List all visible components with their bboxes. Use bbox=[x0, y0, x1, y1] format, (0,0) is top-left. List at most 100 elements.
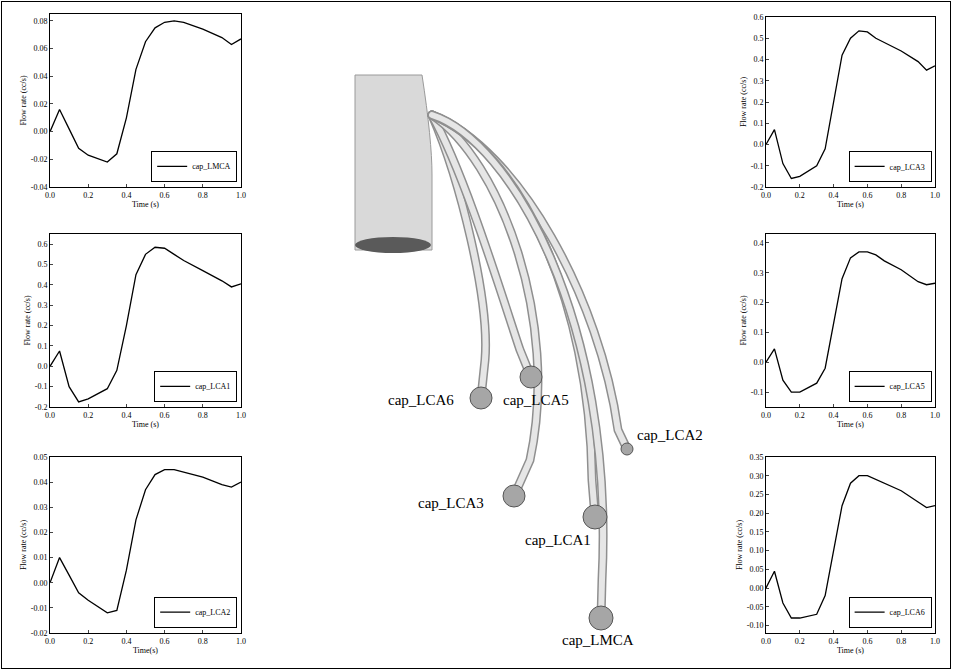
svg-text:0.6: 0.6 bbox=[753, 13, 763, 22]
svg-text:0.0: 0.0 bbox=[753, 140, 763, 149]
svg-text:0.2: 0.2 bbox=[753, 298, 763, 307]
svg-text:0.05: 0.05 bbox=[33, 453, 47, 462]
svg-text:-0.05: -0.05 bbox=[747, 603, 764, 612]
svg-text:-0.02: -0.02 bbox=[31, 155, 48, 164]
svg-text:0.6: 0.6 bbox=[862, 191, 872, 200]
svg-text:cap_LCA2: cap_LCA2 bbox=[637, 427, 703, 443]
svg-text:0.15: 0.15 bbox=[749, 528, 763, 537]
svg-text:0.00: 0.00 bbox=[33, 127, 47, 136]
svg-text:0.6: 0.6 bbox=[862, 411, 872, 420]
svg-text:0.8: 0.8 bbox=[896, 637, 906, 646]
svg-text:-0.04: -0.04 bbox=[31, 183, 48, 192]
svg-text:0.02: 0.02 bbox=[33, 100, 47, 109]
svg-text:Flow rate (cc/s): Flow rate (cc/s) bbox=[23, 295, 32, 346]
svg-text:-0.1: -0.1 bbox=[751, 388, 764, 397]
svg-text:0.10: 0.10 bbox=[749, 546, 763, 555]
svg-text:cap_LCA3: cap_LCA3 bbox=[418, 495, 484, 511]
svg-text:1.0: 1.0 bbox=[930, 191, 940, 200]
svg-text:0.2: 0.2 bbox=[795, 191, 805, 200]
svg-text:0.35: 0.35 bbox=[749, 453, 763, 462]
svg-text:cap_LMCA: cap_LMCA bbox=[192, 162, 230, 171]
svg-text:cap_LCA6: cap_LCA6 bbox=[890, 608, 925, 617]
svg-text:0.3: 0.3 bbox=[753, 77, 763, 86]
svg-text:-0.02: -0.02 bbox=[31, 629, 48, 638]
svg-text:0.08: 0.08 bbox=[33, 17, 47, 26]
svg-text:0.2: 0.2 bbox=[753, 98, 763, 107]
svg-text:0.0: 0.0 bbox=[37, 362, 47, 371]
svg-text:0.20: 0.20 bbox=[749, 509, 763, 518]
svg-text:0.4: 0.4 bbox=[121, 637, 131, 646]
svg-text:0.0: 0.0 bbox=[45, 411, 55, 420]
svg-text:0.5: 0.5 bbox=[753, 34, 763, 43]
svg-text:-0.1: -0.1 bbox=[751, 162, 764, 171]
svg-text:0.1: 0.1 bbox=[37, 342, 47, 351]
svg-text:1.0: 1.0 bbox=[236, 637, 246, 646]
svg-text:0.4: 0.4 bbox=[829, 411, 839, 420]
svg-text:Time (s): Time (s) bbox=[132, 200, 159, 209]
svg-text:0.3: 0.3 bbox=[37, 301, 47, 310]
svg-text:0.2: 0.2 bbox=[83, 191, 93, 200]
svg-text:0.6: 0.6 bbox=[862, 637, 872, 646]
svg-text:0.1: 0.1 bbox=[753, 119, 763, 128]
svg-text:Flow rate (cc/s): Flow rate (cc/s) bbox=[735, 520, 744, 571]
svg-text:0.0: 0.0 bbox=[761, 191, 771, 200]
svg-text:0.0: 0.0 bbox=[45, 637, 55, 646]
svg-text:1.0: 1.0 bbox=[930, 411, 940, 420]
svg-text:-0.2: -0.2 bbox=[751, 183, 764, 192]
svg-text:0.2: 0.2 bbox=[83, 637, 93, 646]
svg-text:0.8: 0.8 bbox=[198, 191, 208, 200]
svg-text:0.04: 0.04 bbox=[33, 478, 47, 487]
svg-text:cap_LCA1: cap_LCA1 bbox=[195, 382, 230, 391]
svg-text:Flow rate (cc/s): Flow rate (cc/s) bbox=[739, 77, 748, 128]
svg-text:0.0: 0.0 bbox=[753, 358, 763, 367]
svg-text:0.04: 0.04 bbox=[33, 72, 47, 81]
svg-text:0.3: 0.3 bbox=[753, 269, 763, 278]
svg-text:Time (s): Time (s) bbox=[837, 200, 864, 209]
svg-text:-0.2: -0.2 bbox=[35, 403, 48, 412]
svg-text:cap_LCA5: cap_LCA5 bbox=[890, 382, 925, 391]
svg-text:0.6: 0.6 bbox=[160, 191, 170, 200]
svg-text:0.4: 0.4 bbox=[829, 191, 839, 200]
svg-text:0.02: 0.02 bbox=[33, 528, 47, 537]
svg-text:0.4: 0.4 bbox=[829, 637, 839, 646]
svg-text:0.8: 0.8 bbox=[896, 411, 906, 420]
svg-text:Flow rate (cc/s): Flow rate (cc/s) bbox=[19, 75, 28, 126]
svg-text:0.8: 0.8 bbox=[896, 191, 906, 200]
svg-text:0.6: 0.6 bbox=[160, 637, 170, 646]
svg-text:0.4: 0.4 bbox=[121, 411, 131, 420]
svg-text:Time (s): Time (s) bbox=[837, 420, 864, 429]
svg-text:Flow rate (cc/s): Flow rate (cc/s) bbox=[19, 520, 28, 571]
svg-text:cap_LCA2: cap_LCA2 bbox=[195, 608, 230, 617]
svg-text:0.2: 0.2 bbox=[37, 321, 47, 330]
svg-text:0.03: 0.03 bbox=[33, 503, 47, 512]
svg-text:0.4: 0.4 bbox=[37, 281, 47, 290]
svg-text:0.4: 0.4 bbox=[753, 55, 763, 64]
svg-text:1.0: 1.0 bbox=[930, 637, 940, 646]
svg-text:0.00: 0.00 bbox=[749, 584, 763, 593]
svg-text:0.0: 0.0 bbox=[761, 637, 771, 646]
svg-text:0.6: 0.6 bbox=[160, 411, 170, 420]
svg-text:Time(s): Time(s) bbox=[133, 646, 158, 655]
svg-text:-0.10: -0.10 bbox=[747, 621, 764, 630]
svg-text:0.0: 0.0 bbox=[45, 191, 55, 200]
svg-text:0.2: 0.2 bbox=[795, 411, 805, 420]
svg-text:0.8: 0.8 bbox=[198, 637, 208, 646]
svg-text:0.5: 0.5 bbox=[37, 260, 47, 269]
svg-text:0.30: 0.30 bbox=[749, 472, 763, 481]
svg-text:cap_LCA3: cap_LCA3 bbox=[890, 163, 925, 172]
svg-text:cap_LCA6: cap_LCA6 bbox=[388, 392, 454, 408]
svg-text:0.4: 0.4 bbox=[753, 239, 763, 248]
svg-text:cap_LMCA: cap_LMCA bbox=[562, 632, 634, 648]
svg-text:0.2: 0.2 bbox=[795, 637, 805, 646]
svg-text:0.6: 0.6 bbox=[37, 240, 47, 249]
svg-text:Time (s): Time (s) bbox=[132, 420, 159, 429]
svg-text:0.01: 0.01 bbox=[33, 553, 47, 562]
svg-text:Flow rate (cc/s): Flow rate (cc/s) bbox=[739, 295, 748, 346]
svg-text:1.0: 1.0 bbox=[236, 191, 246, 200]
svg-text:0.4: 0.4 bbox=[121, 191, 131, 200]
svg-text:0.0: 0.0 bbox=[761, 411, 771, 420]
svg-text:0.06: 0.06 bbox=[33, 44, 47, 53]
svg-text:cap_LCA5: cap_LCA5 bbox=[503, 392, 569, 408]
svg-text:Time (s): Time (s) bbox=[837, 646, 864, 655]
svg-text:-0.1: -0.1 bbox=[35, 382, 48, 391]
